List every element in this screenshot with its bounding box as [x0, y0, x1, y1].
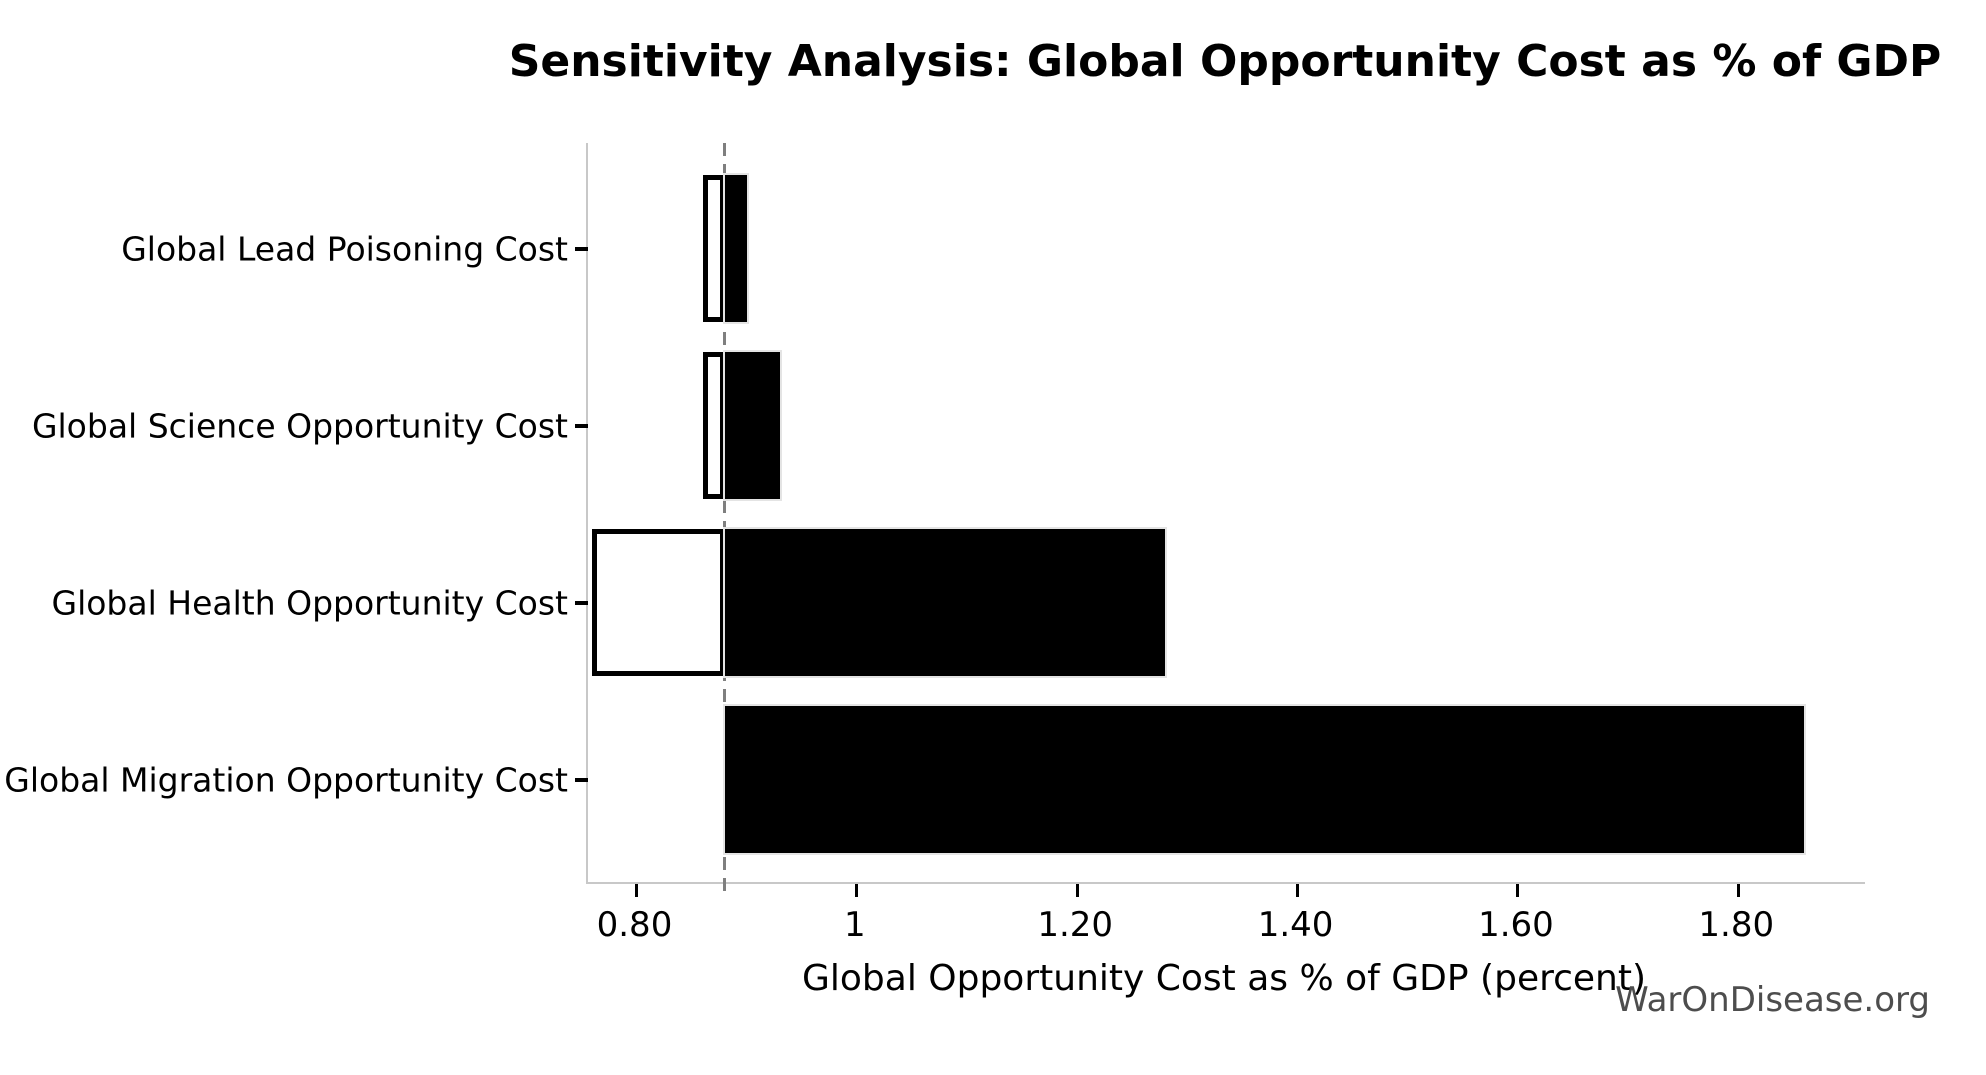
- y-tick-mark: [575, 777, 588, 782]
- bar-low-segment: [702, 175, 725, 322]
- x-tick-mark: [1296, 884, 1300, 897]
- x-tick-mark: [1516, 884, 1520, 897]
- chart-title: Sensitivity Analysis: Global Opportunity…: [508, 36, 1942, 87]
- watermark: WarOnDisease.org: [1615, 980, 1930, 1020]
- bar-low-segment: [592, 529, 725, 676]
- x-tick-mark: [855, 884, 859, 897]
- x-tick-mark: [634, 884, 638, 897]
- bar-high-segment: [722, 173, 749, 324]
- y-tick-label: Global Science Opportunity Cost: [31, 406, 568, 445]
- bar-high-segment: [722, 704, 1807, 855]
- bar-high-segment: [722, 350, 782, 501]
- x-axis-label: Global Opportunity Cost as % of GDP (per…: [801, 958, 1647, 999]
- y-tick-label: Global Lead Poisoning Cost: [121, 229, 568, 268]
- y-tick-mark: [575, 246, 588, 251]
- x-tick-mark: [1736, 884, 1740, 897]
- baseline-reference-line: [723, 143, 727, 893]
- x-tick-label: 1.80: [1698, 905, 1775, 945]
- y-tick-mark: [575, 423, 588, 428]
- x-tick-label: 0.80: [596, 905, 673, 945]
- y-tick-mark: [575, 600, 588, 605]
- x-tick-label: 1: [844, 905, 866, 945]
- x-tick-mark: [1075, 884, 1079, 897]
- x-tick-label: 1.20: [1037, 905, 1114, 945]
- y-tick-label: Global Health Opportunity Cost: [51, 583, 569, 622]
- plot-area: [575, 143, 1865, 897]
- x-tick-label: 1.40: [1257, 905, 1334, 945]
- bar-high-segment: [722, 527, 1168, 678]
- x-tick-label: 1.60: [1478, 905, 1554, 945]
- bar-low-segment: [702, 352, 725, 499]
- y-tick-label: Global Migration Opportunity Cost: [4, 760, 568, 799]
